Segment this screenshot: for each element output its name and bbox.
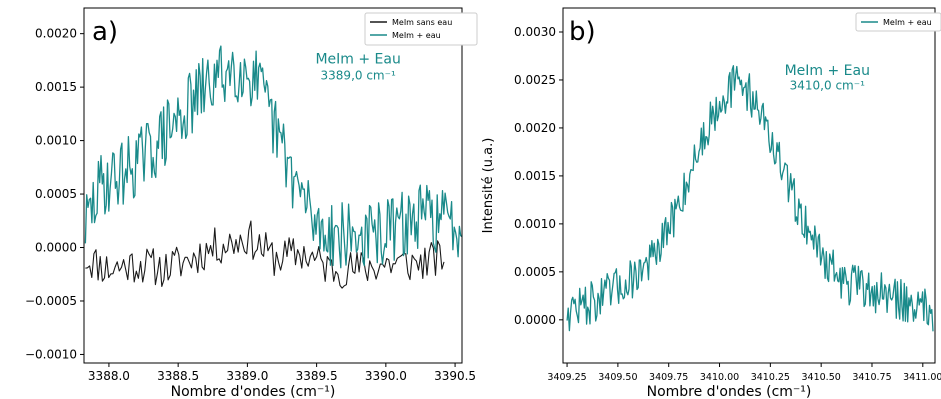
x-axis-label: Nombre d'ondes (cm⁻¹) [171,384,336,399]
y-axis-label: Intensité (u.a.) [481,138,496,234]
x-tick-label: 3410.50 [802,372,841,383]
panel-a: 3388.0 3388.5 3389.0 3389.5 3390.0 3390.5 −0.0… [25,7,478,399]
legend-box [855,12,941,32]
panel-label: b) [569,17,596,47]
y-tick-label: 0.0015 [514,169,556,183]
x-axis-label: Nombre d'ondes (cm⁻¹) [647,384,812,399]
y-tick-label: −0.0005 [25,294,77,308]
panel-b: 3409.25 3409.50 3409.75 3410.00 3410.25 3410.… [481,7,941,399]
series-line-1 [84,45,462,269]
x-tick-label: 3388.5 [157,369,199,383]
annotation-text: 3410,0 cm⁻¹ [790,79,865,93]
y-tick-label: 0.0005 [35,187,77,201]
x-tick-label: 3388.0 [88,369,130,383]
x-tick-label: 3410.00 [700,372,739,383]
x-tick-label: 3409.25 [547,372,586,383]
legend-label: MeIm sans eau [392,18,452,27]
y-tick-label: 0.0020 [514,121,556,135]
x-tick-label: 3389.5 [296,369,338,383]
legend-label: MeIm + eau [392,31,441,40]
legend-label: MeIm + eau [883,18,932,27]
panel-label: a) [92,17,118,47]
y-tick-label: 0.0015 [35,80,77,94]
x-tick-label: 3410.75 [852,372,891,383]
y-tick-label: 0.0000 [35,241,77,255]
legend-box [364,12,478,46]
x-tick-label: 3410.25 [751,372,790,383]
series-line-0 [566,65,934,332]
y-tick-label: 0.0010 [514,217,556,231]
annotation-text: MeIm + Eau [315,52,400,68]
y-tick-label: 0.0005 [514,265,556,279]
y-tick-label: −0.0010 [25,347,77,361]
series-line-0 [85,220,445,289]
x-tick-label: 3390.0 [365,369,407,383]
plot-frame [562,7,936,364]
annotation-text: MeIm + Eau [785,63,870,79]
y-tick-label: 0.0020 [35,27,77,41]
x-tick-label: 3409.50 [598,372,637,383]
plot-frame [83,7,463,364]
x-tick-label: 3409.75 [649,372,688,383]
y-tick-label: 0.0000 [514,313,556,327]
x-tick-label: 3389.0 [226,369,268,383]
x-tick-label: 3390.5 [434,369,476,383]
y-tick-label: 0.0030 [514,25,556,39]
annotation-text: 3389,0 cm⁻¹ [321,69,396,83]
x-tick-label: 3411.00 [903,372,941,383]
y-tick-label: 0.0025 [514,73,556,87]
y-tick-label: 0.0010 [35,134,77,148]
